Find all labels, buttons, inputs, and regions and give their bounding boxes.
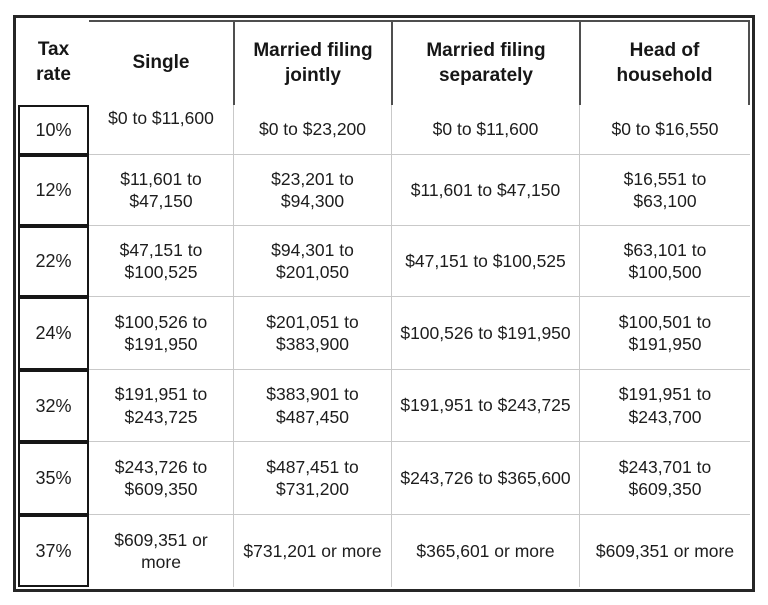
cell-married-filing-jointly: $383,901 to $487,450 [233,370,391,442]
column-header-head-of-household: Head of household [579,20,750,105]
cell-head-of-household: $243,701 to $609,350 [579,442,750,515]
cell-tax-rate: 10% [18,105,89,155]
cell-married-filing-separately: $100,526 to $191,950 [391,297,579,370]
cell-married-filing-jointly: $94,301 to $201,050 [233,226,391,297]
tax-table-frame: Tax rate Single Married filing jointly M… [13,15,755,592]
table-row-37pct: 37% $609,351 or more $731,201 or more $3… [18,515,750,587]
cell-married-filing-separately: $191,951 to $243,725 [391,370,579,442]
cell-married-filing-jointly: $487,451 to $731,200 [233,442,391,515]
cell-married-filing-jointly: $201,051 to $383,900 [233,297,391,370]
table-row-22pct: 22% $47,151 to $100,525 $94,301 to $201,… [18,226,750,297]
cell-tax-rate: 24% [18,297,89,370]
cell-single: $47,151 to $100,525 [89,226,233,297]
cell-single: $100,526 to $191,950 [89,297,233,370]
cell-head-of-household: $100,501 to $191,950 [579,297,750,370]
cell-single: $11,601 to $47,150 [89,155,233,226]
cell-head-of-household: $63,101 to $100,500 [579,226,750,297]
cell-married-filing-separately: $0 to $11,600 [391,105,579,155]
cell-single: $243,726 to $609,350 [89,442,233,515]
cell-single: $191,951 to $243,725 [89,370,233,442]
cell-married-filing-separately: $11,601 to $47,150 [391,155,579,226]
tax-brackets-table: Tax rate Single Married filing jointly M… [18,20,750,587]
cell-single: $0 to $11,600 [89,105,233,155]
cell-married-filing-jointly: $23,201 to $94,300 [233,155,391,226]
column-header-married-filing-jointly: Married filing jointly [233,20,391,105]
cell-tax-rate: 22% [18,226,89,297]
table-row-24pct: 24% $100,526 to $191,950 $201,051 to $38… [18,297,750,370]
cell-tax-rate: 35% [18,442,89,515]
table-row-35pct: 35% $243,726 to $609,350 $487,451 to $73… [18,442,750,515]
cell-head-of-household: $609,351 or more [579,515,750,587]
cell-single: $609,351 or more [114,529,208,572]
column-header-married-filing-separately: Married filing separately [391,20,579,105]
column-header-single: Single [89,20,233,105]
cell-married-filing-jointly: $0 to $23,200 [233,105,391,155]
column-header-tax-rate: Tax rate [36,38,71,85]
table-row-32pct: 32% $191,951 to $243,725 $383,901 to $48… [18,370,750,442]
cell-married-filing-separately: $365,601 or more [391,515,579,587]
cell-tax-rate: 37% [18,515,89,587]
cell-married-filing-jointly: $731,201 or more [233,515,391,587]
header-row: Tax rate Single Married filing jointly M… [18,20,750,105]
cell-tax-rate: 32% [18,370,89,442]
table-row-12pct: 12% $11,601 to $47,150 $23,201 to $94,30… [18,155,750,226]
table-row-10pct: 10% $0 to $11,600 $0 to $23,200 $0 to $1… [18,105,750,155]
cell-married-filing-separately: $243,726 to $365,600 [391,442,579,515]
cell-married-filing-separately: $47,151 to $100,525 [391,226,579,297]
cell-head-of-household: $191,951 to $243,700 [579,370,750,442]
cell-head-of-household: $16,551 to $63,100 [579,155,750,226]
cell-tax-rate: 12% [18,155,89,226]
cell-head-of-household: $0 to $16,550 [579,105,750,155]
